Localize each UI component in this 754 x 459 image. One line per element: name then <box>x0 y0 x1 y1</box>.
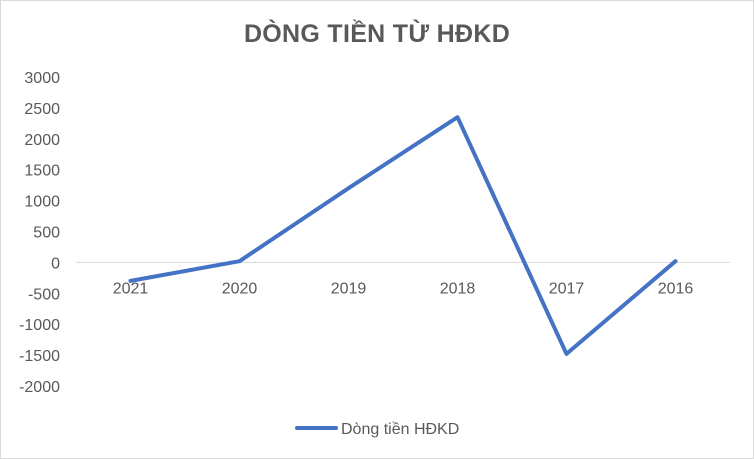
y-tick-label: -2000 <box>19 379 60 396</box>
x-tick-label: 2019 <box>331 280 367 297</box>
y-tick-label: -1000 <box>19 317 60 334</box>
series-line <box>128 115 678 356</box>
y-tick-label: 2500 <box>24 101 60 118</box>
y-tick-label: 0 <box>51 255 60 272</box>
y-tick-label: 2000 <box>24 132 60 149</box>
y-tick-label: 3000 <box>24 70 60 87</box>
y-tick-label: -1500 <box>19 348 60 365</box>
x-tick-label: 2020 <box>222 280 258 297</box>
y-tick-label: -500 <box>28 286 60 303</box>
y-tick-label: 1000 <box>24 194 60 211</box>
x-tick-label: 2017 <box>549 280 585 297</box>
x-tick-label: 2021 <box>113 280 149 297</box>
x-tick-label: 2016 <box>658 280 694 297</box>
chart-title: DÒNG TIỀN TỪ HĐKD <box>243 20 511 48</box>
y-tick-label: 1500 <box>24 163 60 180</box>
legend-label: Dòng tiền HĐKD <box>341 421 459 438</box>
x-tick-label: 2018 <box>440 280 476 297</box>
y-tick-label: 500 <box>33 225 60 242</box>
